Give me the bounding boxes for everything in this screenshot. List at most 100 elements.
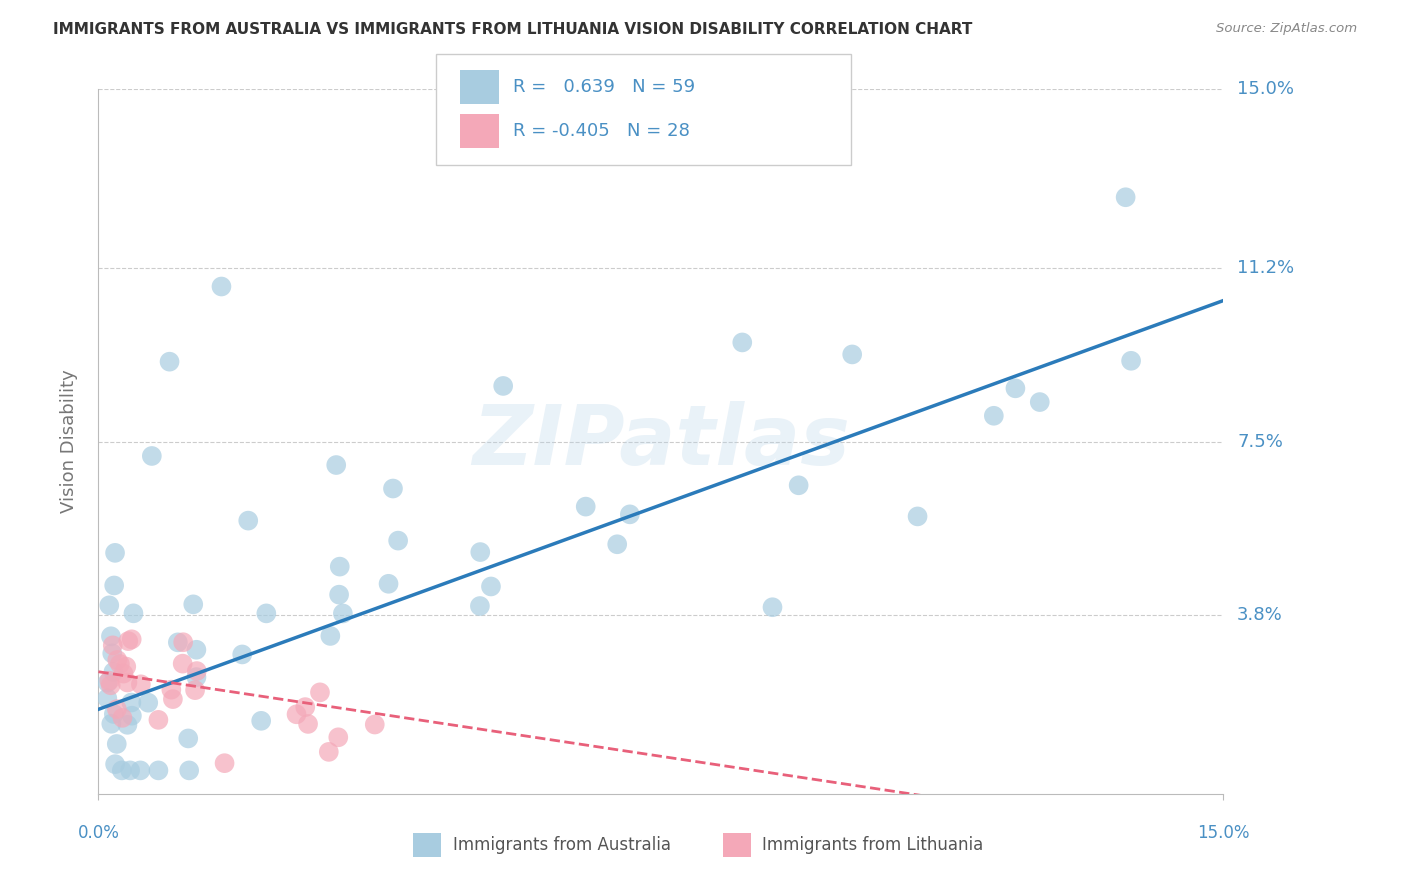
Point: [177, 731, 200, 746]
Point: [364, 717, 387, 731]
Point: [122, 607, 145, 621]
Point: [231, 648, 253, 662]
Point: [96, 691, 118, 706]
Point: [328, 588, 350, 602]
Point: [377, 576, 399, 591]
Point: [98, 599, 121, 613]
Point: [318, 745, 340, 759]
FancyBboxPatch shape: [413, 832, 441, 857]
Text: Source: ZipAtlas.com: Source: ZipAtlas.com: [1216, 22, 1357, 36]
Point: [105, 702, 128, 716]
Point: [105, 653, 128, 667]
Point: [1119, 353, 1142, 368]
Point: [111, 764, 134, 778]
Point: [160, 682, 183, 697]
FancyBboxPatch shape: [723, 832, 751, 857]
Point: [104, 546, 127, 560]
Point: [606, 537, 628, 551]
Point: [328, 731, 350, 745]
Text: 15.0%: 15.0%: [1237, 80, 1294, 98]
Point: [148, 713, 170, 727]
Point: [1004, 381, 1026, 395]
Point: [1115, 190, 1137, 204]
Point: [492, 379, 515, 393]
Point: [103, 578, 125, 592]
Y-axis label: Vision Disability: Vision Disability: [59, 369, 77, 514]
Point: [479, 579, 502, 593]
Point: [115, 659, 138, 673]
Point: [468, 599, 491, 613]
Text: IMMIGRANTS FROM AUSTRALIA VS IMMIGRANTS FROM LITHUANIA VISION DISABILITY CORRELA: IMMIGRANTS FROM AUSTRALIA VS IMMIGRANTS …: [53, 22, 973, 37]
Point: [105, 737, 128, 751]
Text: 7.5%: 7.5%: [1237, 433, 1284, 450]
Point: [761, 600, 783, 615]
Point: [103, 706, 125, 721]
Point: [319, 629, 342, 643]
Point: [731, 335, 754, 350]
Point: [101, 646, 124, 660]
Text: 3.8%: 3.8%: [1237, 607, 1282, 624]
Point: [96, 675, 118, 690]
Point: [162, 692, 184, 706]
Point: [98, 673, 121, 688]
Point: [172, 657, 194, 671]
Point: [575, 500, 598, 514]
Point: [382, 482, 405, 496]
Text: ZIPatlas: ZIPatlas: [472, 401, 849, 482]
Point: [238, 514, 260, 528]
Point: [983, 409, 1005, 423]
Point: [121, 708, 143, 723]
Point: [141, 449, 163, 463]
Point: [787, 478, 810, 492]
Point: [332, 607, 354, 621]
Point: [120, 696, 142, 710]
Text: Immigrants from Lithuania: Immigrants from Lithuania: [762, 836, 983, 854]
Point: [184, 683, 207, 698]
Text: R = -0.405   N = 28: R = -0.405 N = 28: [513, 122, 690, 140]
Point: [179, 764, 201, 778]
Point: [172, 635, 194, 649]
Point: [100, 629, 122, 643]
Point: [181, 598, 204, 612]
Point: [250, 714, 273, 728]
Point: [101, 638, 124, 652]
Text: 15.0%: 15.0%: [1197, 824, 1250, 842]
Point: [129, 677, 152, 691]
Text: 0.0%: 0.0%: [77, 824, 120, 842]
Point: [841, 347, 863, 361]
Point: [285, 707, 308, 722]
Point: [100, 716, 122, 731]
Point: [117, 718, 139, 732]
Point: [387, 533, 409, 548]
Text: 11.2%: 11.2%: [1237, 259, 1295, 277]
Point: [211, 279, 233, 293]
Point: [117, 634, 139, 648]
Point: [136, 696, 159, 710]
Point: [166, 635, 188, 649]
Point: [186, 664, 208, 678]
Point: [309, 685, 332, 699]
Point: [121, 632, 143, 647]
Text: Immigrants from Australia: Immigrants from Australia: [453, 836, 671, 854]
Point: [117, 675, 139, 690]
Point: [111, 711, 134, 725]
Point: [470, 545, 492, 559]
Point: [294, 700, 316, 714]
Text: R =   0.639   N = 59: R = 0.639 N = 59: [513, 78, 696, 96]
Point: [325, 458, 347, 472]
Point: [159, 354, 181, 368]
Point: [907, 509, 929, 524]
Point: [329, 559, 352, 574]
Point: [104, 757, 127, 772]
Point: [103, 665, 125, 679]
Point: [186, 670, 208, 684]
Point: [100, 678, 122, 692]
Point: [297, 717, 319, 731]
Point: [1029, 395, 1052, 409]
Point: [186, 642, 208, 657]
Point: [112, 666, 135, 681]
Point: [254, 607, 277, 621]
Point: [129, 764, 152, 778]
Point: [148, 764, 170, 778]
Point: [214, 756, 236, 771]
